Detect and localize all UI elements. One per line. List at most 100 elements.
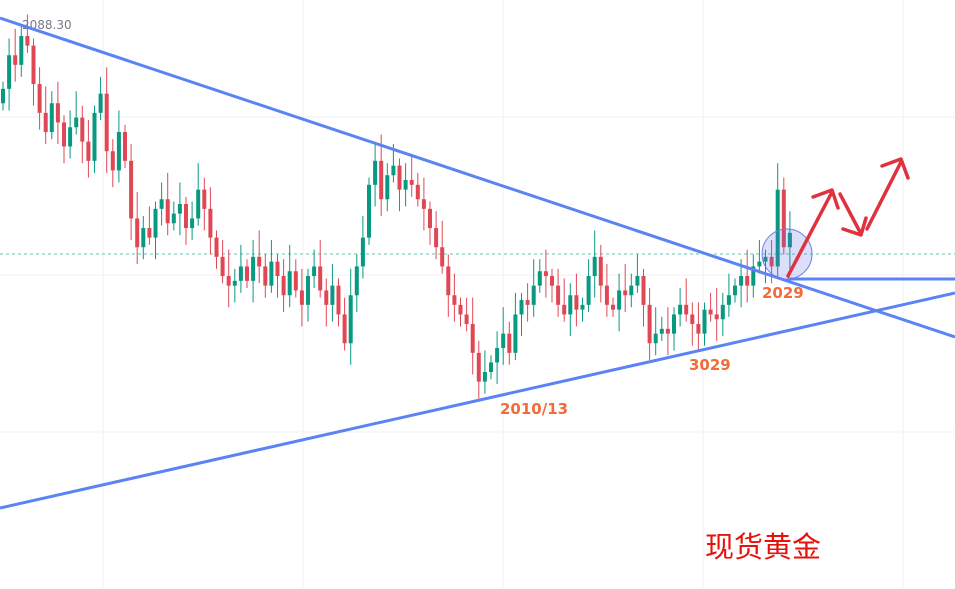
candle-body [147,228,152,238]
candle-body [68,127,73,147]
candle-body [226,276,231,286]
candle-body [745,276,750,286]
low-label: 2010/13 [500,400,568,418]
candle-body [141,228,146,248]
candle-body [171,213,176,224]
candle-body [1,88,5,104]
candle-body [104,93,109,152]
break-label: 2029 [762,284,804,302]
candle-body [397,165,402,190]
candle-body [62,122,66,147]
candle-body [501,333,506,349]
candle-body [574,295,579,310]
candle-body [330,285,335,305]
arrow-up-2 [865,160,903,231]
arrow-head-2 [841,216,868,237]
arrow-head-1 [811,188,840,210]
candle-body [757,261,762,267]
candle-body [245,266,249,281]
candle-body [208,208,213,238]
candle-body [476,352,481,382]
candle-body [287,271,292,296]
candle-body [123,132,127,161]
candle-body [775,189,780,267]
candle-body [586,276,591,305]
candle-body [464,314,469,325]
candle-body [751,266,756,286]
candle-body [598,256,603,286]
candle-body [37,84,42,113]
candle-body [519,300,524,315]
candle-body [446,266,451,296]
candle-body [202,189,207,209]
candle-body [263,266,268,286]
candle-body [739,276,744,286]
candle-body [733,285,737,296]
candle-body [74,117,79,128]
candle-body [43,112,48,133]
candle-body [116,132,121,171]
candle-body [86,141,91,161]
candle-body [726,295,731,305]
candle-body [360,237,365,267]
candle-body [31,45,36,85]
candle-body [415,184,420,200]
candle-body [153,208,158,238]
candle-body [623,290,628,296]
candle-body [379,160,384,200]
candle-body [324,290,329,305]
candle-body [458,304,463,315]
candle-body [568,295,573,315]
candle-body [312,266,317,277]
candle-body [409,180,414,185]
candle-body [470,324,475,353]
candle-body [556,285,561,305]
descending-trendline[interactable] [0,16,955,339]
arrow-down [838,192,862,234]
candle-body [49,103,54,133]
candle-body [507,333,512,353]
candle-body [781,189,786,248]
candle-body [348,295,353,344]
arrow-up-1 [786,190,834,278]
candle-body [13,55,18,65]
candle-body [165,199,170,224]
candle-body [159,199,164,209]
candle-body [19,36,24,65]
candle-body [428,208,432,229]
candle-body [293,271,298,291]
candle-body [678,304,683,315]
candle-body [531,285,536,305]
candle-body [647,304,652,344]
candle-body [80,117,85,142]
candle-body [299,290,304,305]
candle-body [702,309,707,334]
candle-body [684,304,689,315]
candle-body [482,372,487,382]
candle-body [177,204,182,214]
arrow-head-3 [880,157,910,180]
candle-body [342,314,347,344]
candle-body [434,228,439,248]
candle-body [55,103,60,123]
ascending-trendline[interactable] [0,291,955,510]
candle-body [7,55,12,89]
candle-body [617,290,622,310]
price-label: 2088.30 [22,18,72,32]
candle-body [525,300,530,305]
candle-body [184,204,188,229]
candle-body [543,271,548,277]
candle-body [550,276,554,286]
candle-body [629,285,634,296]
candle-body [635,276,640,286]
candle-body [665,328,670,334]
candle-body [306,276,310,305]
mid-low-label: 3029 [689,356,731,374]
candles [1,14,792,399]
candle-body [98,93,103,113]
candle-body [769,256,774,267]
candle-body [281,276,286,296]
forecast-arrows [786,157,910,278]
